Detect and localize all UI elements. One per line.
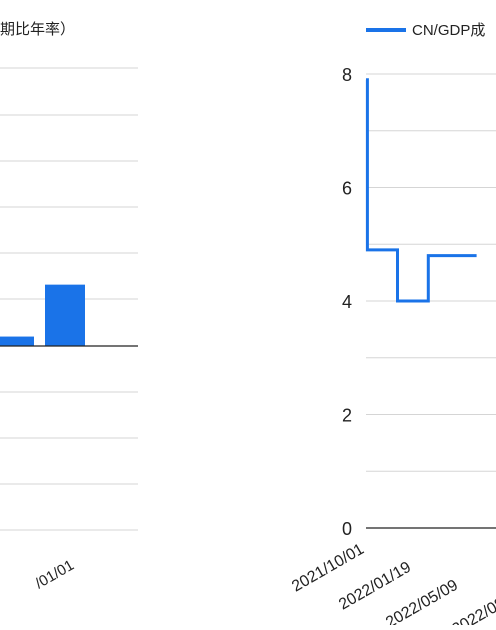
line-y-tick-1: 2 (342, 406, 352, 426)
line-chart-y-ticks: 0 2 4 6 8 (342, 65, 352, 539)
line-chart-legend: CN/GDP成 (366, 22, 485, 39)
bar-chart-x-labels: /01/01 (32, 557, 77, 593)
bar-0 (0, 336, 34, 346)
line-y-tick-0: 0 (342, 519, 352, 539)
bar-1 (45, 284, 85, 346)
line-y-tick-4: 8 (342, 65, 352, 85)
bar-chart-title: 期比年率） (0, 20, 76, 38)
line-y-tick-3: 6 (342, 179, 352, 199)
bar-x-label-1: /01/01 (32, 557, 77, 593)
line-chart-gridlines (366, 73, 496, 529)
bar-chart-bars (0, 284, 85, 346)
line-y-tick-2: 4 (342, 292, 352, 312)
legend-label: CN/GDP成 (412, 22, 485, 39)
line-series-cn-gdp (365, 78, 477, 303)
line-x-tick-3: 2022/08 (449, 595, 496, 625)
